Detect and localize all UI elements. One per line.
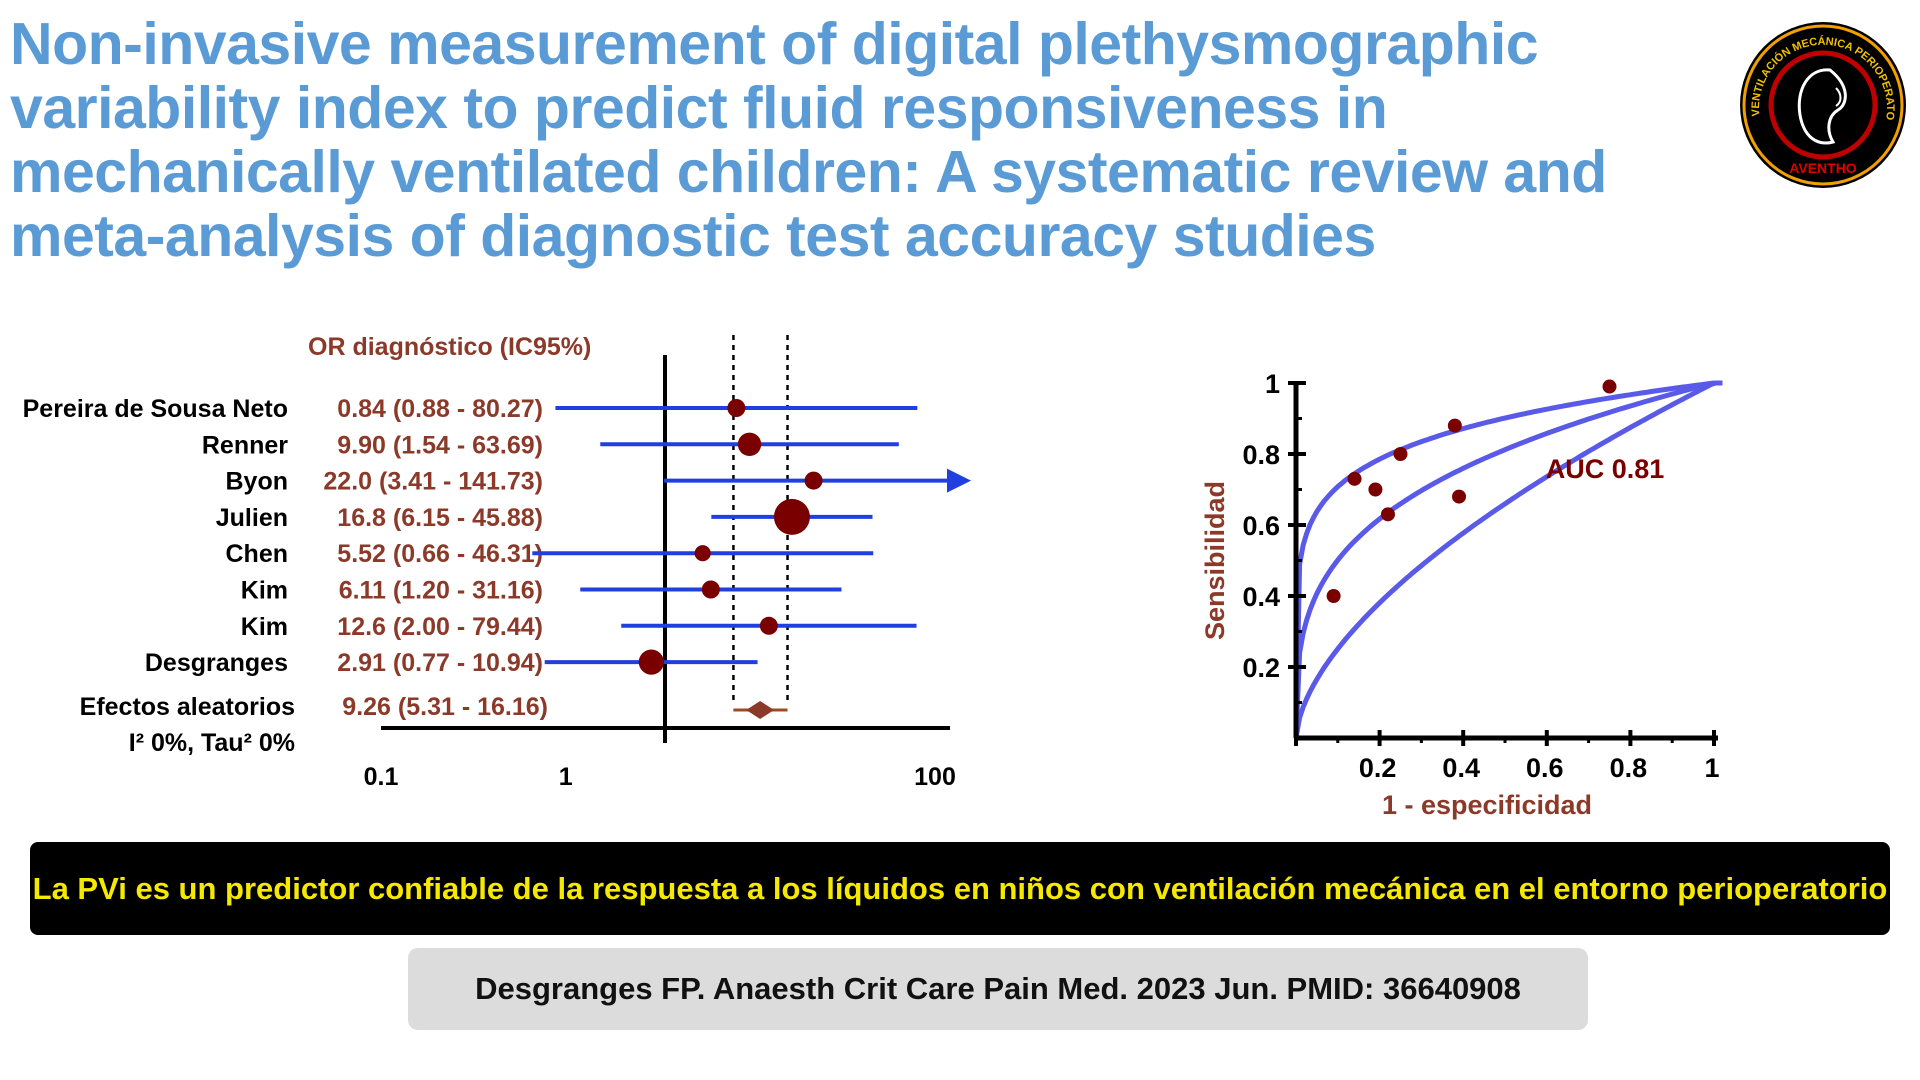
study-point-estimate bbox=[701, 580, 720, 599]
study-name: Byon bbox=[226, 468, 289, 496]
study-roc-point bbox=[1393, 447, 1408, 461]
study-roc-point bbox=[1452, 489, 1467, 504]
study-point-estimate bbox=[773, 498, 810, 535]
auc-annotation: AUC 0.81 bbox=[1546, 454, 1665, 484]
y-tick-label: 0.2 bbox=[1242, 653, 1280, 683]
study-name: Julien bbox=[216, 504, 288, 532]
y-tick-label: 0.6 bbox=[1242, 511, 1280, 541]
citation-box: Desgranges FP. Anaesth Crit Care Pain Me… bbox=[408, 948, 1588, 1030]
x-tick-label: 0.2 bbox=[1359, 753, 1397, 783]
sroc-curve bbox=[1293, 380, 1723, 739]
study-name: Kim bbox=[241, 613, 288, 641]
study-or-label: 0.84 (0.88 - 80.27) bbox=[337, 395, 543, 423]
y-tick-label: 0.4 bbox=[1242, 582, 1280, 612]
y-tick-label: 1 bbox=[1265, 369, 1280, 399]
study-name: Renner bbox=[202, 431, 288, 459]
study-point-estimate bbox=[727, 399, 746, 417]
y-tick-label: 0.8 bbox=[1242, 440, 1280, 470]
study-point-estimate bbox=[638, 649, 664, 675]
heterogeneity-stats: I² 0%, Tau² 0% bbox=[129, 729, 295, 757]
forest-column-header: OR diagnóstico (IC95%) bbox=[308, 333, 591, 361]
forest-tick-label: 1 bbox=[559, 763, 573, 791]
study-roc-point bbox=[1326, 589, 1341, 603]
study-point-estimate bbox=[759, 616, 778, 635]
sroc-curve bbox=[1293, 380, 1723, 739]
study-roc-point bbox=[1602, 379, 1617, 394]
roc-x-label: 1 - especificidad bbox=[1382, 790, 1592, 820]
study-roc-point bbox=[1347, 471, 1362, 486]
logo-brand: AVENTHO bbox=[1789, 160, 1857, 176]
study-or-label: 9.90 (1.54 - 63.69) bbox=[337, 431, 543, 459]
study-name: Kim bbox=[241, 577, 288, 605]
ci-overflow-arrow bbox=[947, 468, 971, 493]
aventho-logo: VENTILACIÓN MECÁNICA PERIOPERATORIA AVEN… bbox=[1738, 20, 1906, 188]
study-roc-point bbox=[1380, 507, 1395, 522]
study-name: Chen bbox=[226, 540, 289, 568]
sroc-curve bbox=[1293, 380, 1723, 739]
study-point-estimate bbox=[804, 471, 823, 490]
x-tick-label: 0.8 bbox=[1610, 753, 1648, 783]
forest-plot: OR diagnóstico (IC95%) 0.1 1 100 Pereira de … bbox=[23, 333, 971, 791]
study-roc-point bbox=[1447, 418, 1462, 433]
study-or-label: 2.91 (0.77 - 10.94) bbox=[337, 649, 543, 677]
x-tick-label: 0.6 bbox=[1526, 753, 1564, 783]
conclusion-banner: La PVi es un predictor confiable de la r… bbox=[30, 842, 1890, 935]
conclusion-text: La PVi es un predictor confiable de la r… bbox=[32, 870, 1888, 906]
study-point-estimate bbox=[694, 545, 711, 562]
study-name: Desgranges bbox=[145, 649, 288, 677]
forest-tick-label: 0.1 bbox=[364, 763, 399, 791]
study-or-label: 22.0 (3.41 - 141.73) bbox=[323, 468, 543, 496]
forest-tick-label: 100 bbox=[914, 763, 956, 791]
citation-text: Desgranges FP. Anaesth Crit Care Pain Me… bbox=[475, 971, 1521, 1006]
pooled-diamond bbox=[746, 701, 775, 719]
pooled-name: Efectos aleatorios bbox=[80, 693, 295, 721]
x-tick-label: 1 bbox=[1704, 753, 1719, 783]
study-or-label: 12.6 (2.00 - 79.44) bbox=[337, 613, 543, 641]
sroc-plot: 0.2 0.4 0.6 0.8 1 0.2 0.4 0.6 0.8 1 1 - especifici… bbox=[1200, 369, 1723, 820]
study-roc-point bbox=[1368, 482, 1383, 497]
pooled-or-label: 9.26 (5.31 - 16.16) bbox=[342, 693, 548, 721]
study-or-label: 6.11 (1.20 - 31.16) bbox=[339, 577, 543, 605]
study-point-estimate bbox=[737, 432, 762, 456]
study-or-label: 5.52 (0.66 - 46.31) bbox=[337, 540, 543, 568]
study-or-label: 16.8 (6.15 - 45.88) bbox=[337, 504, 543, 532]
silhouette-icon bbox=[1797, 68, 1847, 145]
study-name: Pereira de Sousa Neto bbox=[23, 395, 288, 423]
x-tick-label: 0.4 bbox=[1442, 753, 1480, 783]
roc-y-label: Sensibilidad bbox=[1200, 481, 1230, 640]
page-title: Non-invasive measurement of digital plet… bbox=[10, 11, 1607, 269]
